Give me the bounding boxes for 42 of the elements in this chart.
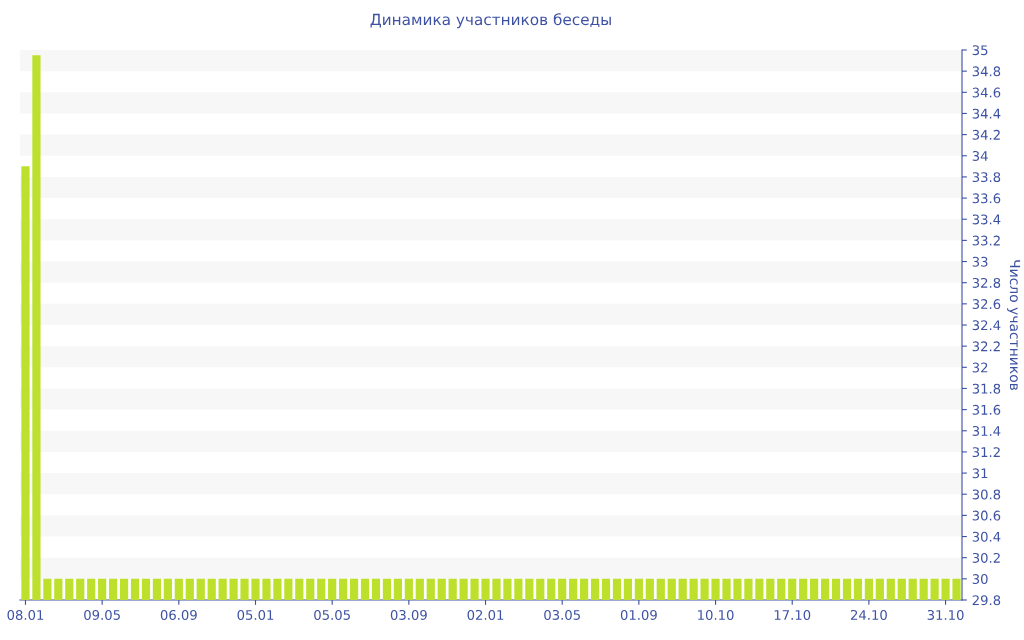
y-tick-label: 30.6 xyxy=(972,510,1001,521)
y-tick-label: 32.8 xyxy=(972,277,1001,288)
y-tick-label: 29.8 xyxy=(972,595,1001,606)
y-tick-label: 31.4 xyxy=(972,425,1001,436)
y-tick-label: 30.8 xyxy=(972,489,1001,500)
chart-title: Динамика участников беседы xyxy=(370,13,611,29)
y-tick-label: 31 xyxy=(972,468,988,479)
x-tick-label: 08.01 xyxy=(7,609,44,620)
x-tick-label: 09.05 xyxy=(84,609,120,620)
y-tick-label: 32 xyxy=(972,362,988,373)
x-tick-label: 05.05 xyxy=(314,609,350,620)
y-tick-label: 33 xyxy=(972,256,988,267)
x-tick-label: 10.10 xyxy=(698,609,734,620)
y-tick-label: 34.2 xyxy=(972,129,1000,140)
y-tick-label: 34.6 xyxy=(972,87,1001,98)
y-axis-title: Число участников xyxy=(1007,260,1021,391)
x-tick-label: 24.10 xyxy=(850,609,887,620)
y-tick-label: 32.6 xyxy=(972,299,1001,310)
y-tick-label: 34.8 xyxy=(972,66,1001,77)
x-tick-label: 02.01 xyxy=(467,609,504,620)
x-tick-label: 03.09 xyxy=(390,609,427,620)
y-tick-label: 31.8 xyxy=(972,383,1001,394)
y-tick-label: 31.2 xyxy=(972,447,1000,458)
y-tick-label: 34.4 xyxy=(972,108,1001,119)
y-tick-label: 34 xyxy=(972,150,988,161)
y-tick-label: 31.6 xyxy=(972,404,1001,415)
y-tick-label: 33.6 xyxy=(972,193,1001,204)
x-tick-label: 31.10 xyxy=(927,609,964,620)
x-tick-label: 03.05 xyxy=(544,609,580,620)
y-tick-label: 33.2 xyxy=(972,235,1000,246)
y-tick-label: 32.4 xyxy=(972,320,1001,331)
y-tick-label: 33.8 xyxy=(972,172,1001,183)
y-tick-label: 30 xyxy=(972,574,988,585)
x-tick-label: 06.09 xyxy=(160,609,197,620)
y-tick-label: 30.4 xyxy=(972,531,1001,542)
y-tick-label: 32.2 xyxy=(972,341,1000,352)
x-tick-label: 17.10 xyxy=(774,609,811,620)
y-tick-label: 35 xyxy=(972,45,988,56)
y-tick-label: 30.2 xyxy=(972,552,1000,563)
y-tick-label: 33.4 xyxy=(972,214,1001,225)
x-tick-label: 05.01 xyxy=(237,609,274,620)
x-tick-label: 01.09 xyxy=(620,609,657,620)
